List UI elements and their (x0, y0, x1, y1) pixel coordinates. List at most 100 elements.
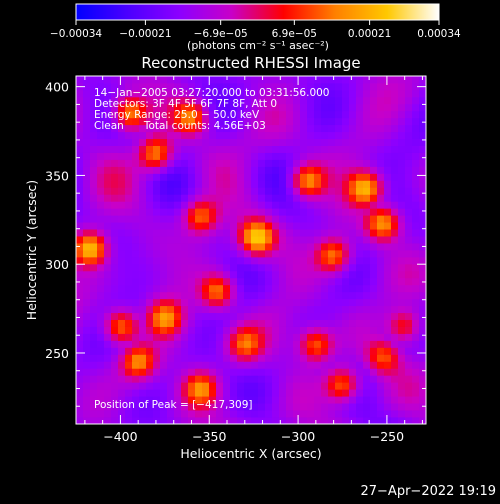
heatmap-cell (90, 410, 98, 418)
heatmap-cell (335, 298, 343, 307)
heatmap-cell (76, 347, 84, 355)
heatmap-cell (419, 270, 426, 279)
heatmap-cell (174, 319, 182, 327)
heatmap-cell (146, 298, 154, 307)
heatmap-cell (174, 96, 182, 105)
heatmap-cell (160, 145, 168, 153)
heatmap-cell (202, 375, 210, 383)
heatmap-cell (167, 298, 175, 307)
heatmap-cell (300, 256, 308, 265)
heatmap-cell (167, 284, 175, 293)
heatmap-cell (132, 250, 140, 258)
heatmap-cell (104, 375, 112, 383)
heatmap-cell (90, 312, 98, 320)
heatmap-cell (363, 326, 371, 334)
heatmap-cell (342, 236, 350, 244)
heatmap-cell (167, 187, 175, 195)
heatmap-cell (363, 382, 371, 390)
heatmap-cell (223, 347, 231, 355)
heatmap-cell (328, 291, 336, 300)
heatmap-cell (83, 110, 91, 119)
heatmap-cell (398, 166, 406, 174)
heatmap-cell (286, 138, 294, 146)
heatmap-cell (97, 284, 105, 293)
heatmap-cell (76, 333, 84, 341)
heatmap-cell (321, 117, 329, 126)
heatmap-cell (216, 131, 224, 140)
heatmap-cell (286, 222, 294, 230)
heatmap-cell (139, 333, 147, 341)
heatmap-cell (104, 347, 112, 355)
heatmap-cell (188, 305, 196, 314)
heatmap-cell (237, 277, 245, 286)
heatmap-cell (188, 201, 196, 209)
heatmap-cell (279, 145, 287, 153)
heatmap-cell (384, 291, 392, 300)
heatmap-cell (293, 96, 301, 105)
heatmap-cell (118, 305, 126, 314)
heatmap-cell (160, 76, 168, 84)
heatmap-cell (412, 277, 420, 286)
heatmap-cell (209, 103, 217, 112)
heatmap-cell (167, 277, 175, 286)
heatmap-cell (111, 326, 119, 334)
heatmap-cell (279, 250, 287, 258)
heatmap-cell (265, 131, 273, 140)
heatmap-cell (244, 201, 252, 209)
heatmap-cell (370, 173, 378, 181)
heatmap-cell (335, 236, 343, 244)
heatmap-cell (300, 319, 308, 327)
heatmap-cell (167, 347, 175, 355)
heatmap-cell (237, 361, 245, 369)
heatmap-cell (405, 319, 413, 327)
heatmap-cell (223, 103, 231, 112)
heatmap-cell (216, 291, 224, 300)
heatmap-cell (412, 103, 420, 112)
heatmap-cell (328, 333, 336, 341)
heatmap-cell (279, 180, 287, 188)
heatmap-cell (223, 319, 231, 327)
heatmap-cell (83, 173, 91, 181)
heatmap-cell (279, 229, 287, 237)
heatmap-cell (118, 82, 126, 91)
heatmap-cell (300, 201, 308, 209)
heatmap-cell (258, 347, 266, 355)
heatmap-cell (412, 417, 420, 424)
heatmap-cell (146, 319, 154, 327)
heatmap-cell (174, 82, 182, 91)
heatmap-cell (412, 215, 420, 223)
heatmap-cell (377, 305, 385, 314)
heatmap-cell (202, 89, 210, 98)
heatmap-cell (139, 215, 147, 223)
heatmap-cell (398, 194, 406, 202)
heatmap-cell (342, 152, 350, 160)
heatmap-cell (258, 82, 266, 91)
heatmap-cell (258, 103, 266, 112)
heatmap-cell (391, 375, 399, 383)
heatmap-cell (188, 410, 196, 418)
heatmap-cell (139, 368, 147, 376)
heatmap-cell (83, 277, 91, 286)
heatmap-cell (328, 215, 336, 223)
heatmap-cell (146, 270, 154, 279)
heatmap-cell (321, 291, 329, 300)
heatmap-cell (202, 340, 210, 348)
heatmap-cell (293, 410, 301, 418)
heatmap-cell (377, 354, 385, 362)
heatmap-cell (90, 103, 98, 112)
heatmap-cell (230, 76, 238, 84)
heatmap-cell (363, 361, 371, 369)
heatmap-cell (118, 222, 126, 230)
heatmap-cell (328, 389, 336, 397)
heatmap-cell (398, 243, 406, 251)
heatmap-cell (342, 382, 350, 390)
heatmap-cell (90, 117, 98, 126)
heatmap-cell (300, 173, 308, 181)
heatmap-cell (314, 256, 322, 265)
heatmap-cell (223, 375, 231, 383)
heatmap-cell (244, 333, 252, 341)
heatmap-cell (160, 166, 168, 174)
heatmap-cell (139, 222, 147, 230)
heatmap-cell (377, 187, 385, 195)
heatmap-cell (111, 256, 119, 265)
